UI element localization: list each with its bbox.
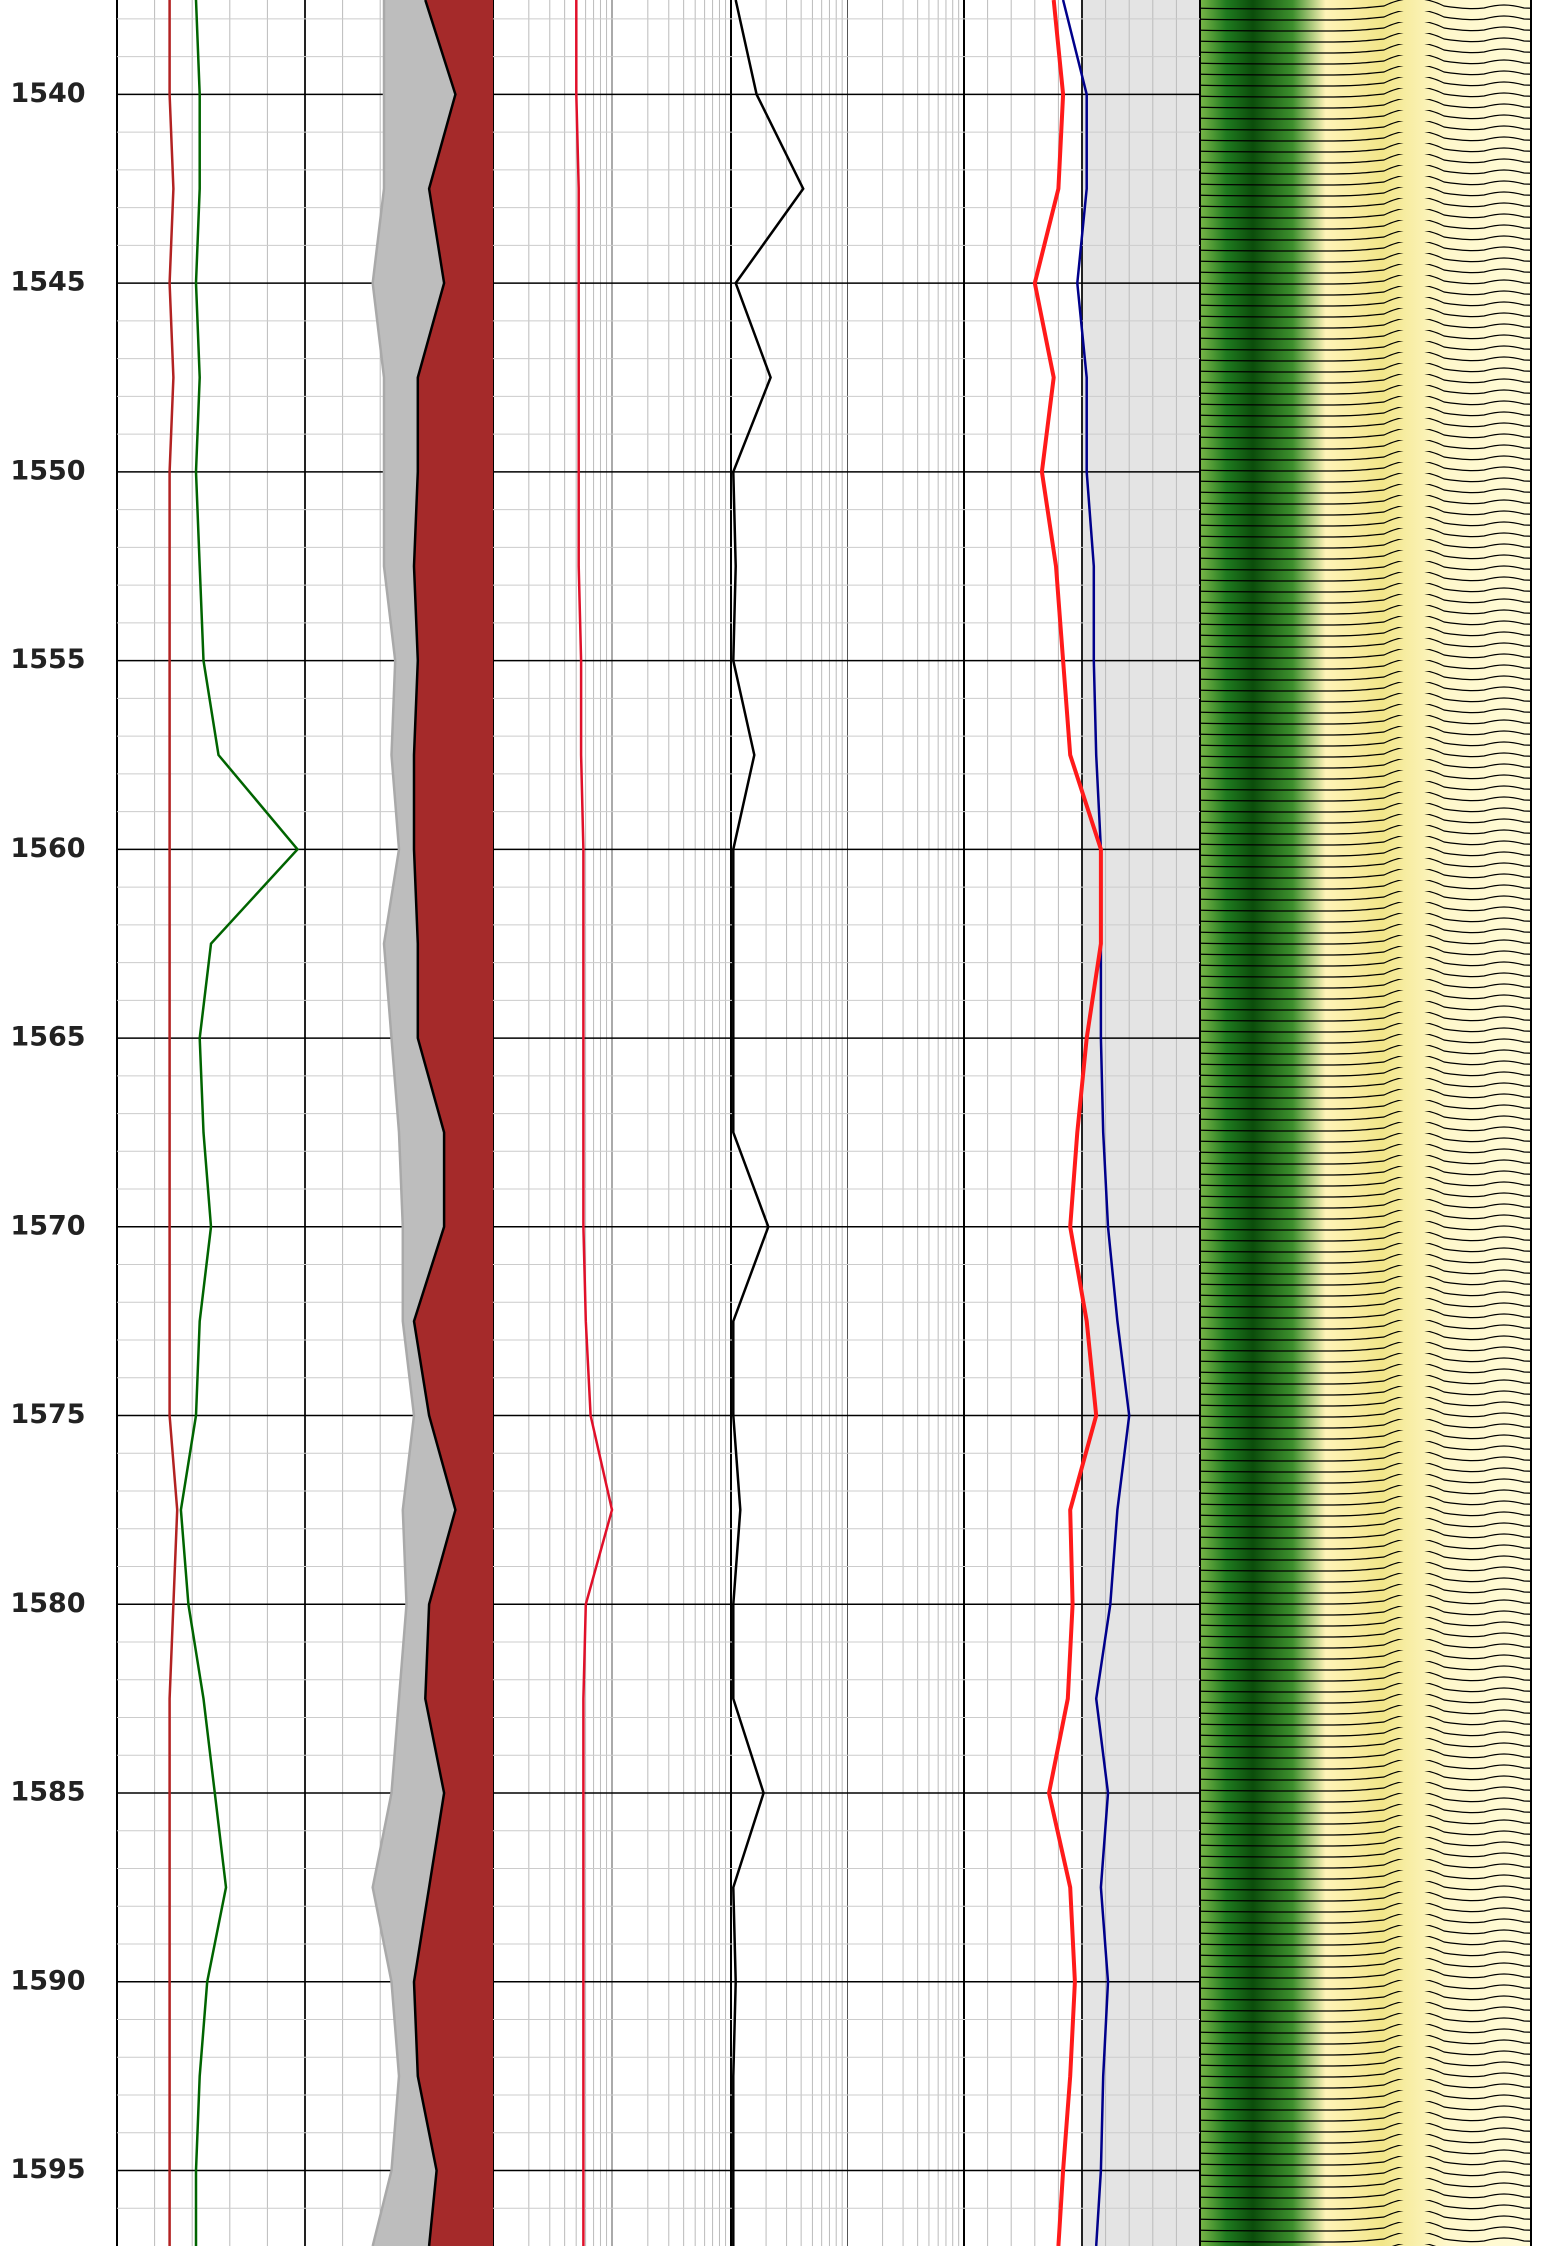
log-curve	[412, 0, 457, 2246]
depth-label: 1565	[10, 1022, 85, 1053]
depth-label: 1595	[10, 2154, 85, 2185]
log-curve	[732, 0, 805, 2246]
depth-label: 1590	[10, 1965, 85, 1996]
depth-label: 1575	[10, 1399, 85, 1430]
depth-labels: 1540 1545 1550 1555 1560 1565 1570 1575 1580 1585…	[10, 78, 85, 2185]
depth-label: 1580	[10, 1588, 85, 1619]
depth-label: 1540	[10, 78, 85, 109]
curves	[168, 0, 1131, 2246]
depth-label: 1555	[10, 644, 85, 675]
lithology-fill	[414, 0, 493, 2246]
log-curve	[1032, 0, 1103, 2246]
log-curve	[1061, 0, 1131, 2246]
depth-label: 1585	[10, 1777, 85, 1808]
depth-label: 1550	[10, 455, 85, 486]
track-shade	[1081, 0, 1200, 2246]
depth-label: 1545	[10, 267, 85, 298]
log-curve	[168, 0, 179, 2246]
depth-label: 1560	[10, 833, 85, 864]
depth-label: 1570	[10, 1210, 85, 1241]
waveform-lines	[1200, 0, 1531, 2246]
log-curve	[371, 0, 416, 2246]
log-curve	[575, 0, 614, 2246]
log-curve	[179, 0, 300, 2246]
